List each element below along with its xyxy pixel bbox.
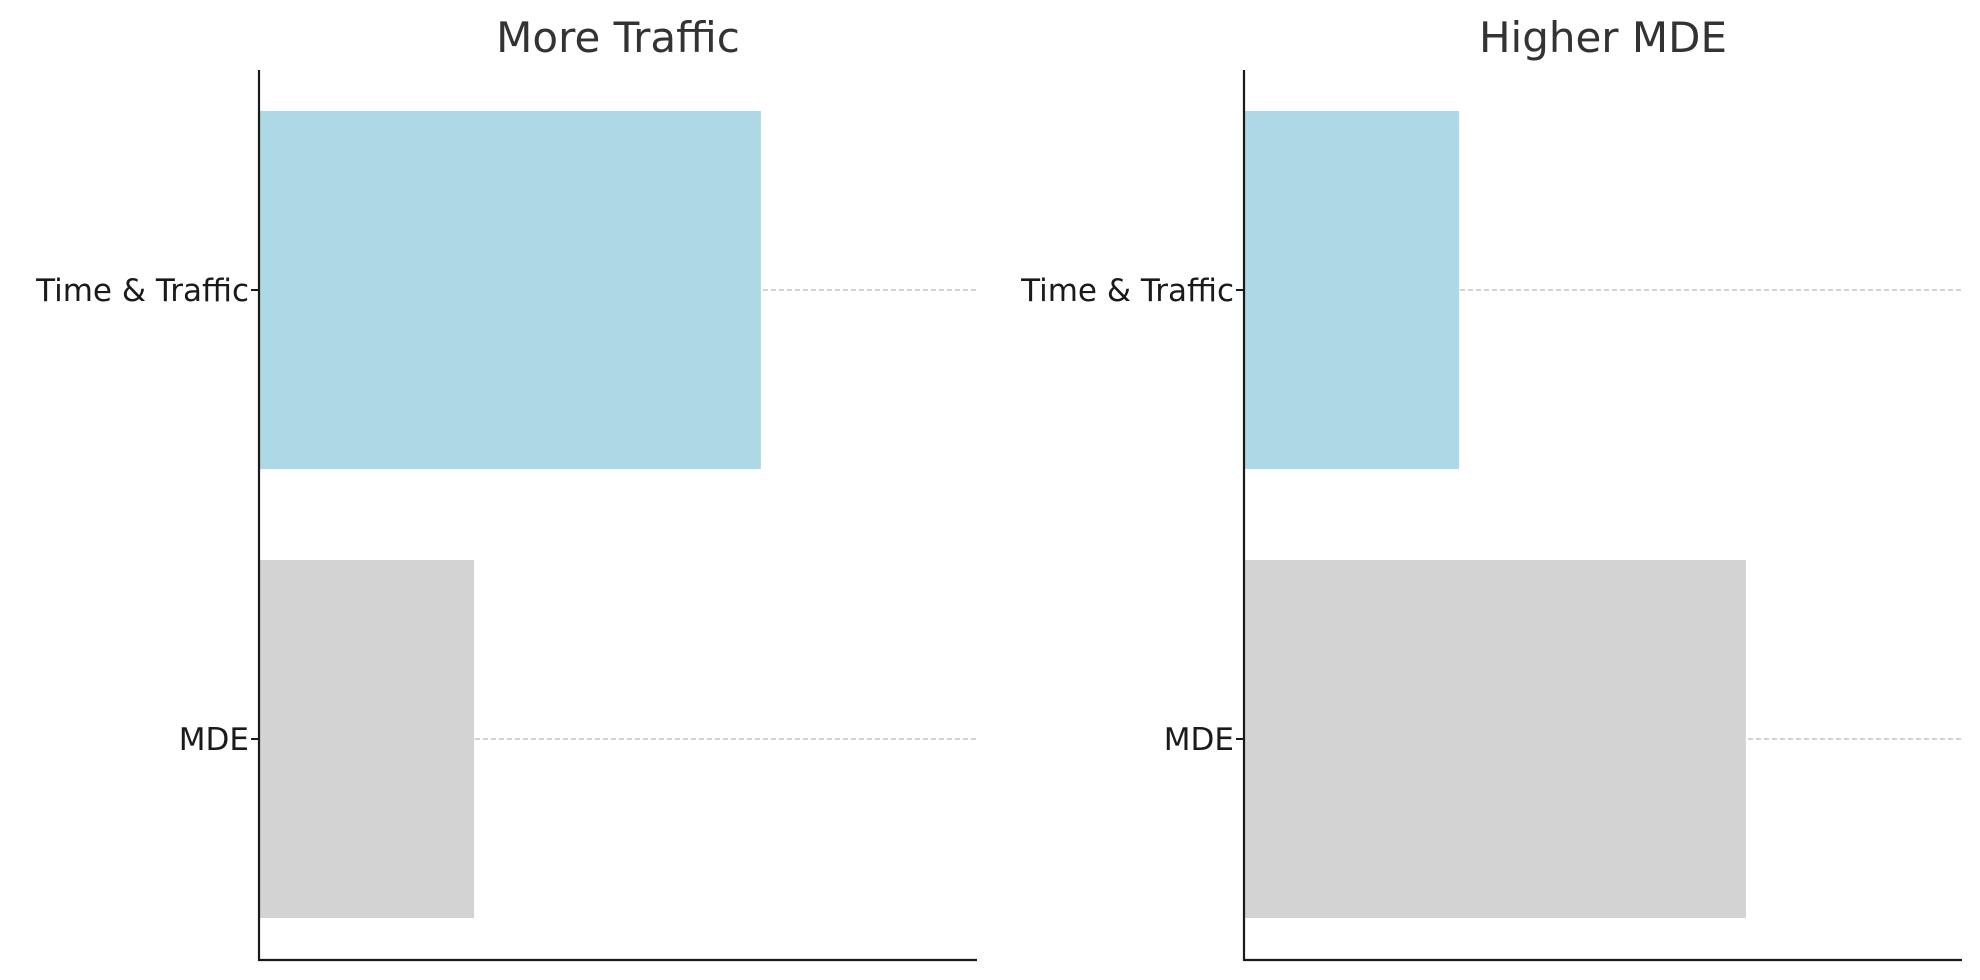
bar-mde [259,560,475,918]
bars [1244,111,1746,918]
bar-time-and-traffic [259,111,761,469]
chart-panel-higher-mde: Higher MDE Time & Traffic MDE [1020,13,1962,962]
chart-title: More Traffic [496,13,740,62]
bar-time-and-traffic [1244,111,1460,469]
axes [1242,70,1962,962]
y-tick-label-time-and-traffic: Time & Traffic [35,273,249,309]
y-tick-label-time-and-traffic: Time & Traffic [1020,273,1234,309]
bars [259,111,761,918]
chart-title: Higher MDE [1479,13,1727,62]
y-tick-label-mde: MDE [179,722,249,758]
y-ticks: Time & Traffic MDE [35,273,259,758]
y-tick-label-mde: MDE [1164,722,1234,758]
chart-panel-more-traffic: More Traffic Time & Traffic MDE [35,13,977,962]
bar-mde [1244,560,1746,918]
axes [257,70,977,962]
y-ticks: Time & Traffic MDE [1020,273,1244,758]
